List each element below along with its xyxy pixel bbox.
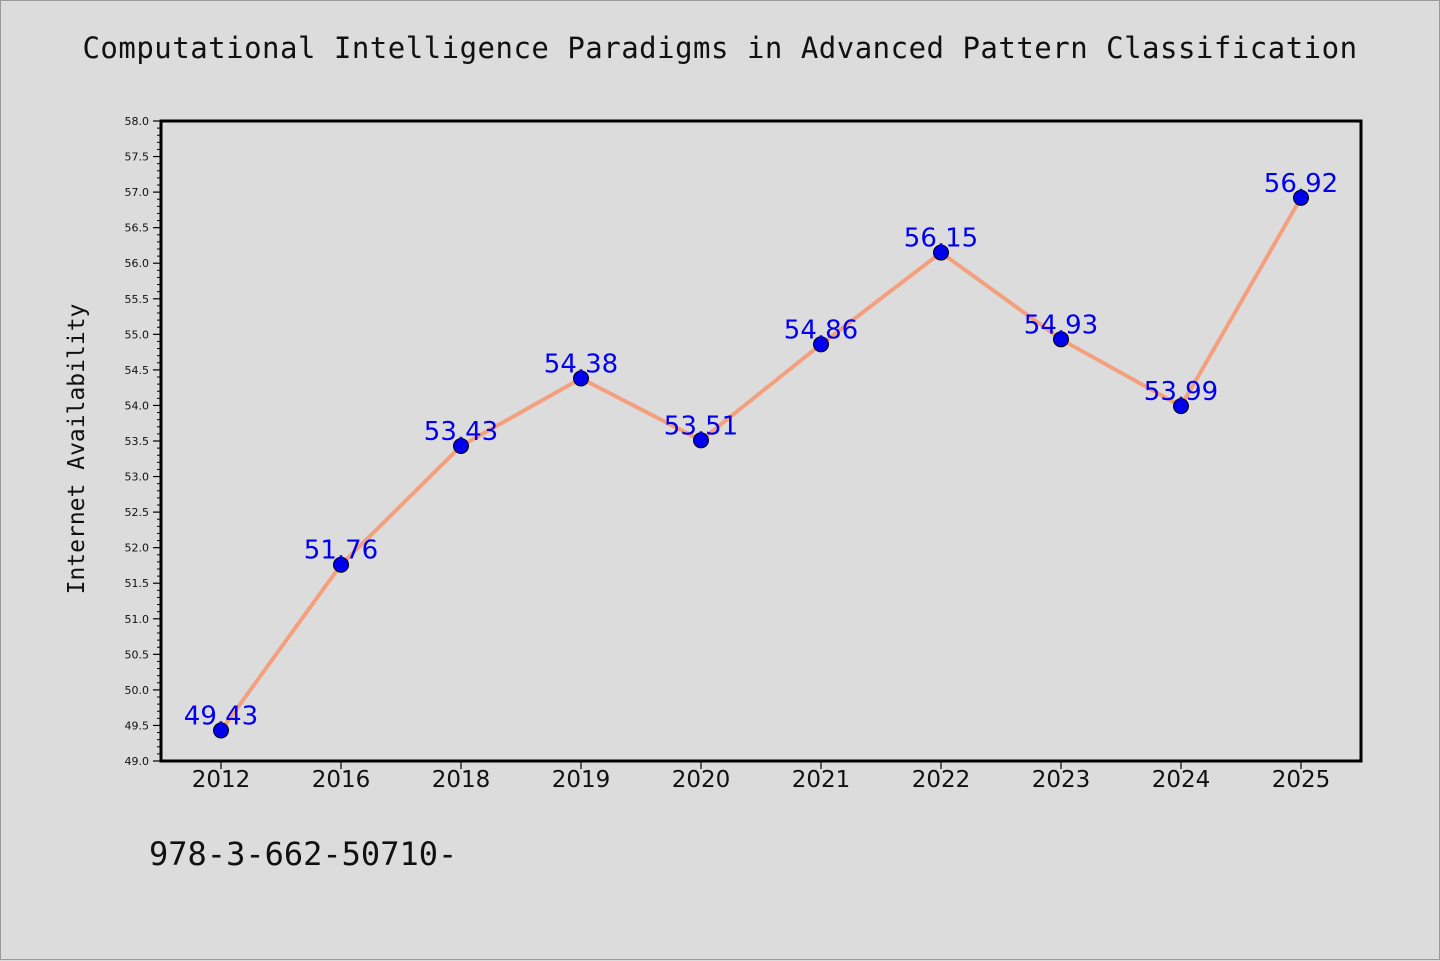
y-tick-label: 56.0 xyxy=(125,257,150,270)
y-tick-label: 58.0 xyxy=(125,115,150,128)
y-tick-label: 55.0 xyxy=(125,328,150,341)
y-tick-label: 56.5 xyxy=(125,222,150,235)
y-tick-label: 54.0 xyxy=(125,399,150,412)
x-tick-label: 2022 xyxy=(912,767,971,793)
y-tick-label: 57.5 xyxy=(125,151,150,164)
data-label: 54.93 xyxy=(1024,310,1098,340)
x-tick-label: 2018 xyxy=(432,767,491,793)
y-tick-label: 50.0 xyxy=(125,684,150,697)
x-tick-label: 2012 xyxy=(192,767,251,793)
y-tick-label: 57.0 xyxy=(125,186,150,199)
axis-ticks: 49.0 49.5 50.0 50.5 51.0 51.5 52.0 52.5 53.0 53.5… xyxy=(125,115,1331,793)
x-tick-label: 2019 xyxy=(552,767,611,793)
y-tick-label: 50.5 xyxy=(125,648,150,661)
data-label: 56.92 xyxy=(1264,169,1338,199)
x-tick-label: 2020 xyxy=(672,767,731,793)
y-tick-label: 49.0 xyxy=(125,755,150,768)
x-tick-label: 2024 xyxy=(1152,767,1211,793)
data-label: 49.43 xyxy=(184,701,258,731)
y-tick-label: 49.5 xyxy=(125,719,150,732)
data-label: 53.99 xyxy=(1144,377,1218,407)
data-label: 53.51 xyxy=(664,411,738,441)
y-tick-label: 54.5 xyxy=(125,364,150,377)
plot-area-frame xyxy=(161,121,1361,761)
series-line-group xyxy=(221,198,1301,731)
data-points xyxy=(214,190,1309,738)
data-label: 54.38 xyxy=(544,349,618,379)
x-tick-label: 2023 xyxy=(1032,767,1091,793)
y-tick-label: 52.0 xyxy=(125,542,150,555)
data-label: 51.76 xyxy=(304,536,378,566)
data-labels: 49.43 51.76 53.43 54.38 53.51 54.86 56.15 54.93… xyxy=(184,169,1338,732)
x-tick-label: 2025 xyxy=(1272,767,1331,793)
series-line xyxy=(221,198,1301,731)
y-tick-label: 52.5 xyxy=(125,506,150,519)
data-label: 53.43 xyxy=(424,417,498,447)
y-tick-label: 55.5 xyxy=(125,293,150,306)
y-tick-label: 53.0 xyxy=(125,471,150,484)
isbn-text: 978-3-662-50710- xyxy=(149,835,457,873)
y-tick-label: 53.5 xyxy=(125,435,150,448)
y-tick-label: 51.5 xyxy=(125,577,150,590)
x-tick-label: 2016 xyxy=(312,767,371,793)
data-label: 56.15 xyxy=(904,224,978,254)
x-tick-label: 2021 xyxy=(792,767,851,793)
data-label: 54.86 xyxy=(784,315,858,345)
y-tick-label: 51.0 xyxy=(125,613,150,626)
